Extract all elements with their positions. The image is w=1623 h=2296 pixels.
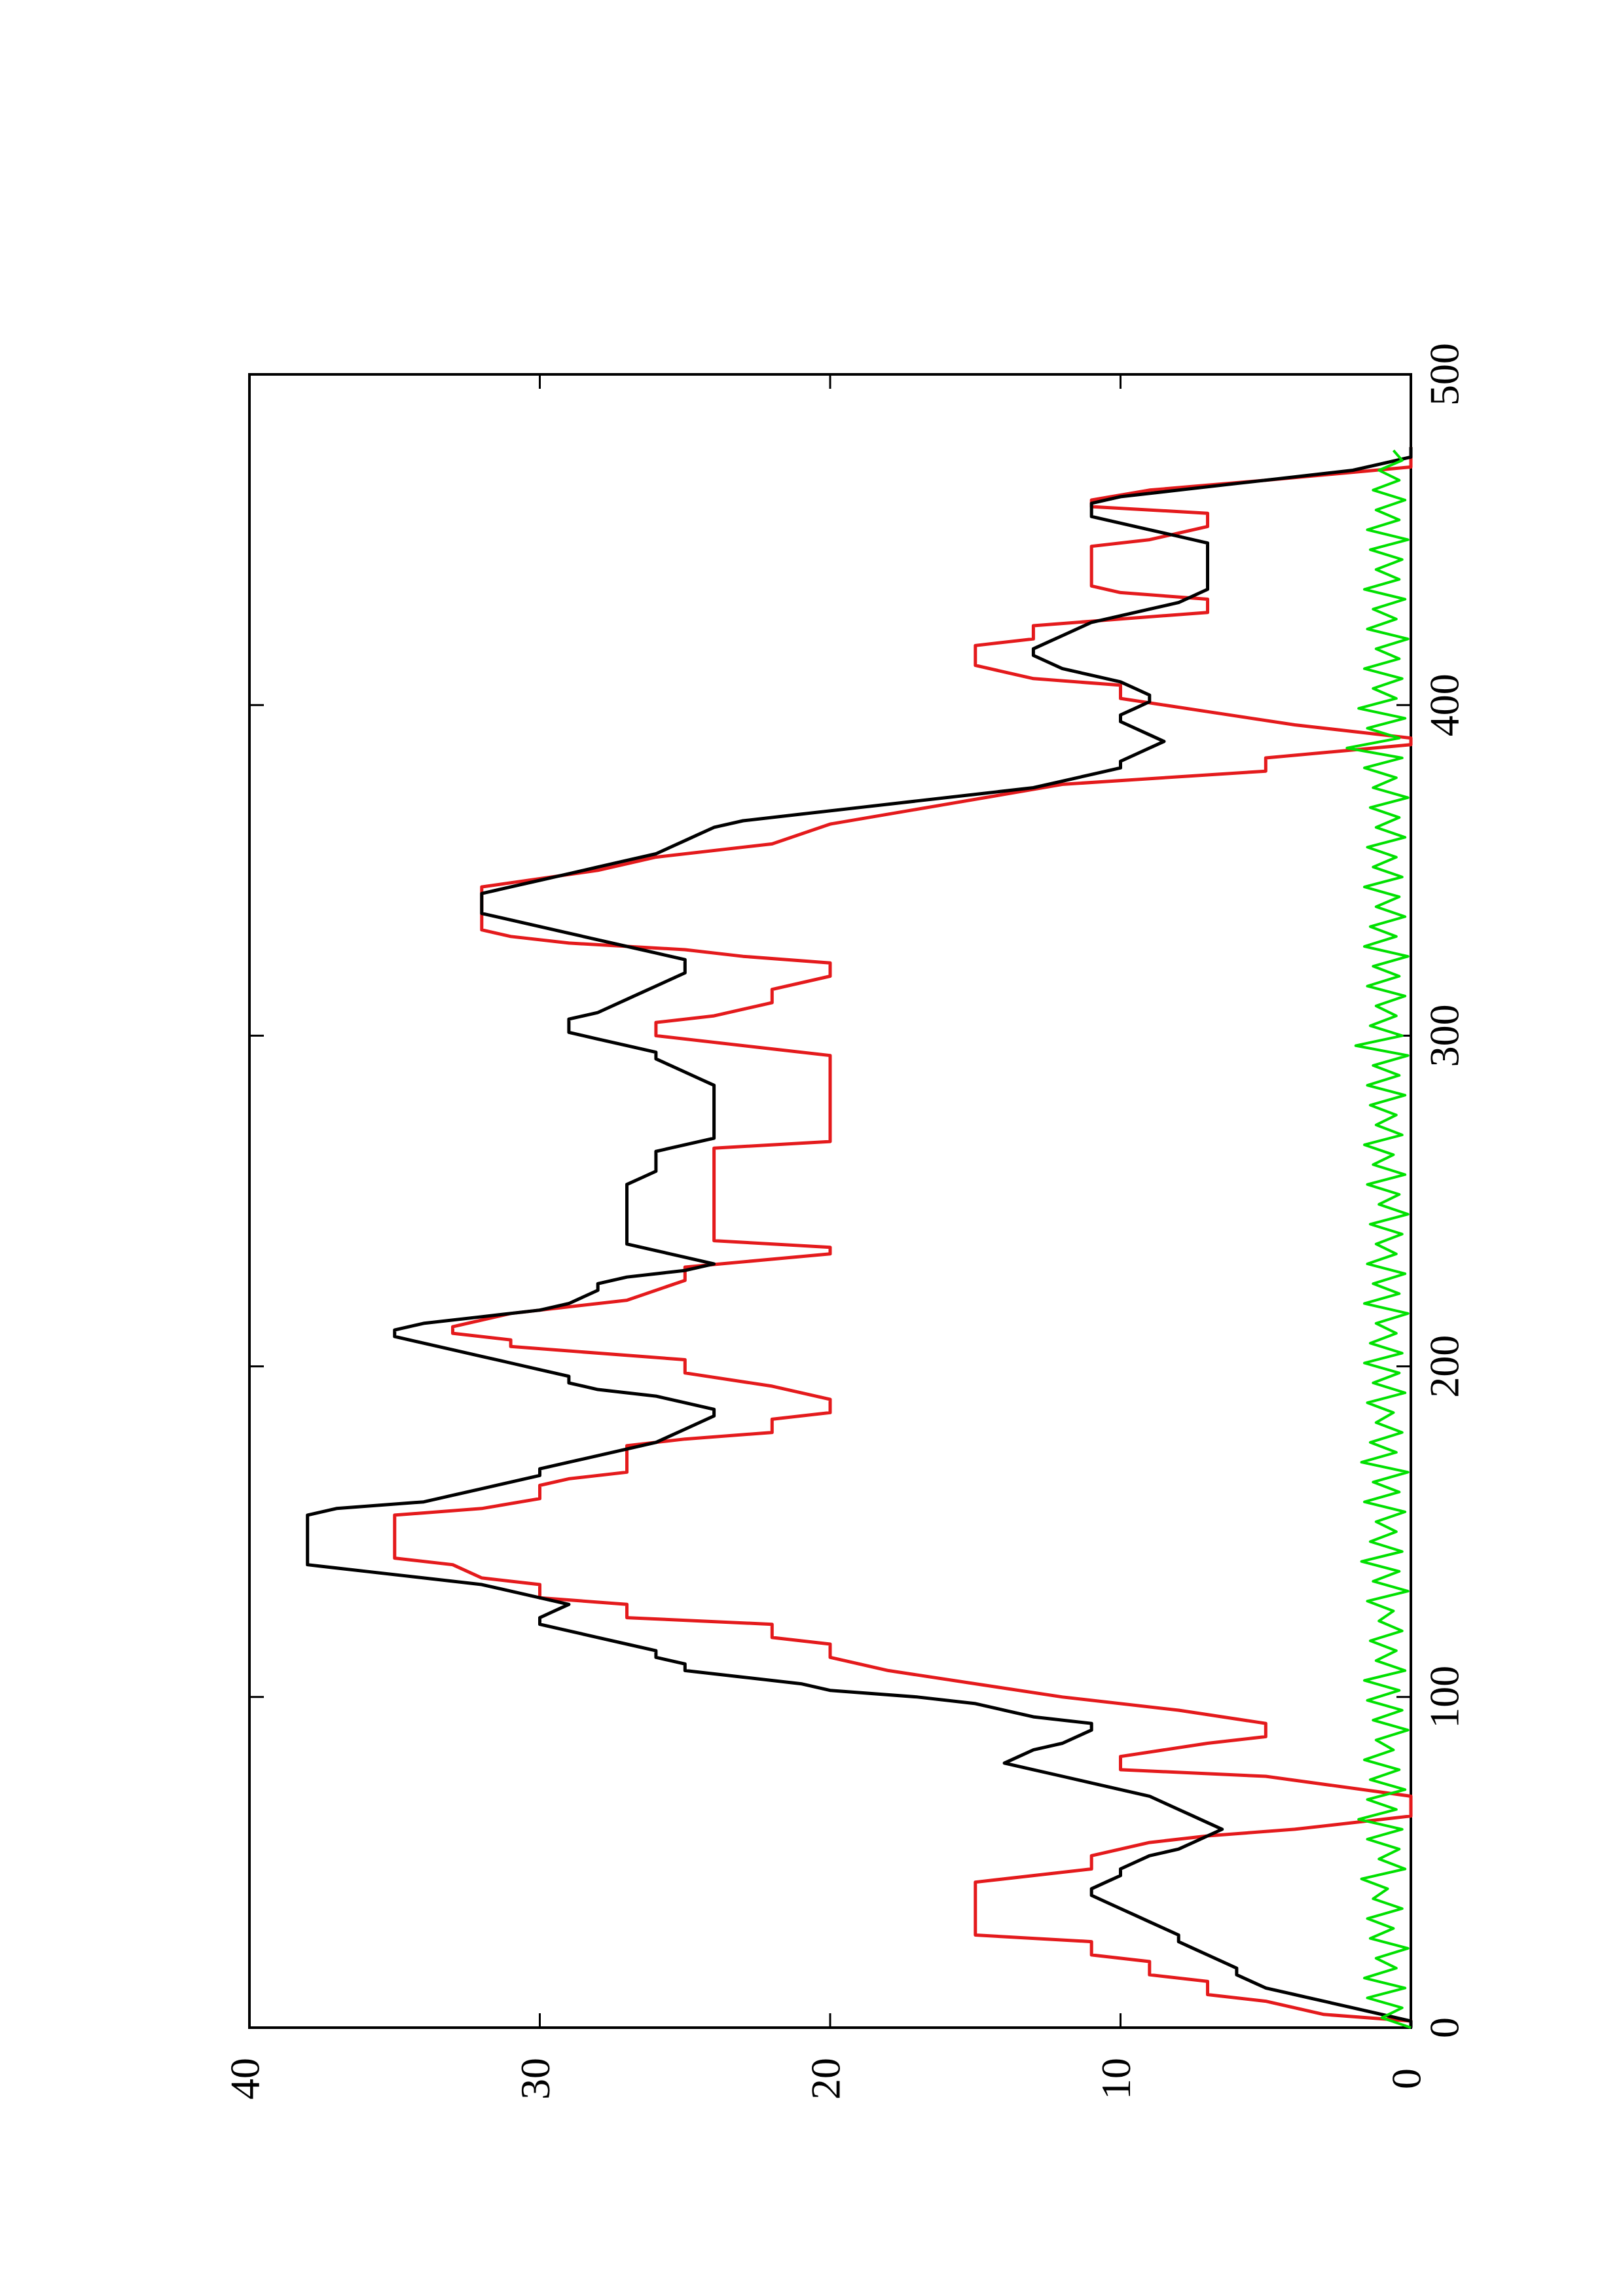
y-tick-label: 40	[222, 2058, 268, 2100]
x-tick-label: 300	[1421, 1004, 1468, 1067]
series-line-3	[1345, 449, 1412, 2029]
x-tick-label: 500	[1421, 343, 1468, 406]
series-layer	[306, 447, 1413, 2029]
series-line-2	[306, 447, 1413, 2028]
ticks-layer	[249, 374, 1411, 2028]
x-tick-label: 0	[1421, 2017, 1468, 2038]
labels-layer: 0 100 200 300 400 500 0 10 20 30 40	[222, 343, 1468, 2100]
x-tick-label: 400	[1421, 673, 1468, 736]
y-tick-label: 0	[1383, 2068, 1430, 2089]
plot-frame	[248, 373, 1412, 2029]
x-tick-label: 100	[1421, 1666, 1468, 1729]
y-tick-label: 10	[1093, 2058, 1139, 2100]
x-tick-label: 200	[1421, 1335, 1468, 1398]
series-line-1	[393, 447, 1413, 2028]
y-tick-label: 20	[803, 2058, 849, 2100]
y-tick-label: 30	[512, 2058, 558, 2100]
